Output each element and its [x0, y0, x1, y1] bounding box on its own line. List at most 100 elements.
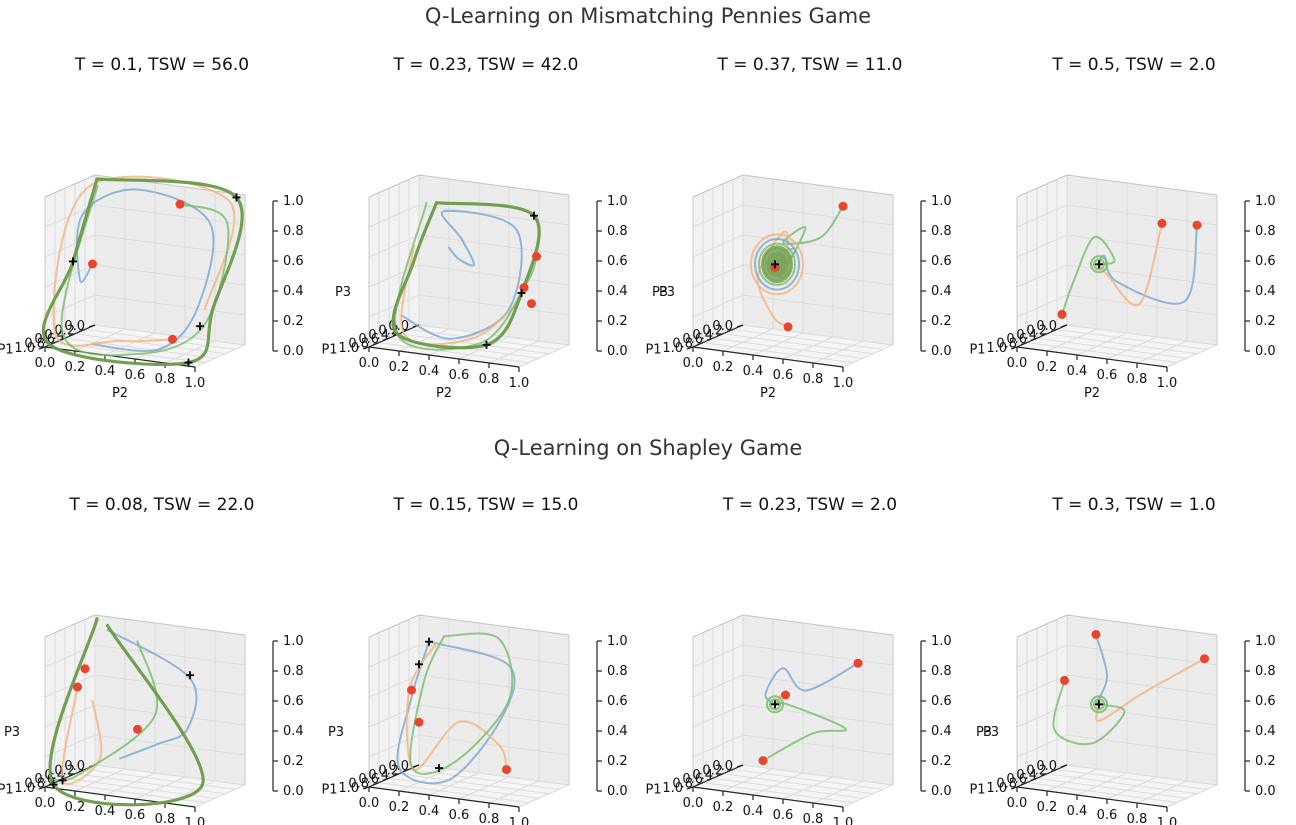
axis-p2	[44, 786, 196, 808]
tick-label-p3: 0.4	[607, 284, 628, 299]
start-marker	[502, 765, 511, 775]
tick-label-p2: 0.4	[1067, 364, 1088, 379]
axis-label-p1: P1	[645, 783, 661, 798]
plot-3d: 0.00.20.40.60.81.00.0 0.2 0.4 0.6 0.8 1.00.00…	[321, 614, 628, 825]
start-marker	[414, 717, 424, 727]
tick-label-p2: 0.2	[65, 360, 86, 375]
axis-label-p3: P3	[976, 725, 992, 740]
tick-label-p2: 0.8	[803, 372, 824, 387]
chart-panel: T = 0.08, TSW = 22.0 0.0 0.2 0.4 0.6 0.8 1.0 0.…	[0, 495, 324, 825]
converged-orbit	[1093, 698, 1105, 711]
tick-label-p2: 0.6	[1097, 368, 1118, 383]
end-marker	[425, 637, 433, 646]
axis-p2	[368, 786, 520, 808]
axis-label-p1: P1	[0, 783, 14, 798]
start-marker	[80, 664, 90, 674]
tick-label-p2: 1.0	[833, 816, 854, 825]
tick-label-p3: 0.0	[931, 784, 952, 799]
tick-label-p1: 0.8	[672, 337, 693, 352]
trajectory-series	[1061, 235, 1116, 316]
trajectory-series	[48, 617, 205, 807]
figure-title-top: Q-Learning on Mismatching Pennies Game	[424, 4, 872, 28]
converged-orbit	[1090, 695, 1108, 714]
trajectory-series	[60, 184, 230, 357]
tick-label-p3: 0.8	[607, 664, 628, 679]
tick-label-p3: 0.4	[1255, 724, 1276, 739]
axis-pane	[743, 615, 893, 785]
axis-pane	[693, 615, 743, 787]
tick-label-p1: 1.0	[338, 781, 359, 796]
tick-label-p2: 0.4	[419, 804, 440, 819]
tick-label-p1: 0.8	[672, 777, 693, 792]
panel-title: T = 0.08, TSW = 22.0	[69, 495, 255, 515]
axis-label-p3: P3	[4, 725, 20, 740]
tick-label-p1: 0.0	[64, 759, 85, 774]
converged-orbit	[769, 698, 781, 711]
axis-p2	[1016, 346, 1168, 368]
axis-label-p3: P3	[335, 285, 351, 300]
tick-label-p3: 0.0	[283, 784, 304, 799]
plot-3d: 0.00.20.40.60.81.00.0 0.2 0.4 0.6 0.8 1.00.00…	[969, 614, 1276, 825]
axis-label-p1: P1	[0, 343, 14, 358]
tick-label-p3: 0.2	[931, 754, 952, 769]
figure-title-bottom: Q-Learning on Shapley Game	[493, 436, 803, 460]
tick-label-p2: 1.0	[833, 376, 854, 391]
tick-label-p2: 0.0	[35, 356, 56, 371]
tick-label-p1: 1.0	[14, 781, 35, 796]
tick-label-p2: 0.8	[479, 812, 500, 825]
converged-orbit	[758, 242, 796, 287]
end-marker	[69, 257, 77, 266]
tick-label-p2: 0.8	[1127, 812, 1148, 825]
axis-p2	[1016, 786, 1168, 808]
converged-orbit	[766, 695, 784, 714]
tick-label-p3: 1.0	[607, 194, 628, 209]
axis-label-p3: P3	[328, 725, 344, 740]
tick-label-p2: 0.6	[449, 368, 470, 383]
tick-label-p2: 0.0	[1007, 356, 1028, 371]
start-marker	[133, 724, 142, 734]
end-marker	[771, 260, 779, 269]
tick-label-p2: 0.2	[713, 360, 734, 375]
tick-label-p3: 0.8	[931, 664, 952, 679]
trajectory-series	[409, 632, 514, 775]
tick-label-p3: 0.4	[931, 284, 952, 299]
start-marker	[168, 334, 177, 344]
tick-label-p2: 0.6	[773, 368, 794, 383]
chart-panel: T = 0.23, TSW = 2.0 0.0 0.2 0.4 0.6 0.8 1.0 0.0…	[645, 495, 999, 825]
trajectory-series	[52, 175, 236, 347]
tick-label-p3: 0.6	[931, 254, 952, 269]
end-marker	[1095, 700, 1103, 709]
tick-label-p3: 0.2	[283, 754, 304, 769]
panel-title: T = 0.5, TSW = 2.0	[1052, 55, 1216, 75]
tick-label-p3: 0.0	[607, 344, 628, 359]
axis-pane	[1017, 615, 1067, 787]
axis-label-p1: P1	[645, 343, 661, 358]
tick-label-p2: 0.2	[65, 800, 86, 815]
plot-3d: 0.00.20.40.60.81.00.0 0.2 0.4 0.6 0.8 1.00.00…	[645, 614, 999, 825]
plot-3d: 0.00.20.40.60.81.00.0 0.2 0.4 0.6 0.8 1.00.00…	[645, 174, 952, 401]
trajectory-series	[764, 662, 859, 706]
start-marker	[175, 199, 185, 209]
tick-label-p2: 0.0	[683, 356, 704, 371]
tick-label-p1: 0.4	[1016, 328, 1037, 343]
end-marker	[530, 211, 538, 220]
chart-panel: T = 0.37, TSW = 11.0 0.0 0.2 0.4 0.6 0.8 1.0 0.…	[645, 55, 972, 401]
axis-p2	[692, 786, 844, 808]
tick-label-p3: 1.0	[283, 634, 304, 649]
tick-label-p1: 0.6	[682, 772, 703, 787]
axis-label-p2: P2	[1084, 386, 1100, 401]
plot-3d: 0.00.20.40.60.81.00.0 0.2 0.4 0.6 0.8 1.00.00…	[321, 174, 675, 401]
tick-label-p2: 0.4	[1067, 804, 1088, 819]
panel-title: T = 0.23, TSW = 42.0	[393, 55, 579, 75]
tick-label-p1: 0.0	[64, 319, 85, 334]
tick-label-p3: 0.2	[283, 314, 304, 329]
tick-label-p3: 0.0	[1255, 344, 1276, 359]
tick-label-p2: 0.8	[1127, 372, 1148, 387]
tick-label-p1: 0.6	[1006, 772, 1027, 787]
tick-label-p3: 0.8	[931, 224, 952, 239]
tick-label-p3: 1.0	[283, 194, 304, 209]
tick-label-p1: 0.8	[996, 777, 1017, 792]
tick-label-p1: 0.4	[1016, 768, 1037, 783]
tick-label-p3: 0.6	[1255, 254, 1276, 269]
tick-label-p1: 0.4	[44, 328, 65, 343]
